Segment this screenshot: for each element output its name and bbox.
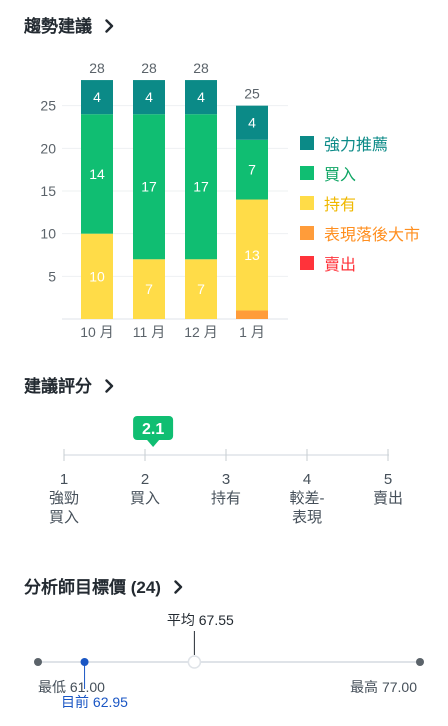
rating-label: 買入 — [48, 509, 79, 526]
bar-segment — [236, 139, 268, 200]
rating-label: 表現 — [291, 509, 322, 526]
current-label: 目前 62.95 — [61, 694, 128, 710]
chevron-right-icon — [174, 579, 183, 599]
legend-swatch — [300, 166, 314, 180]
y-tick-label: 10 — [40, 226, 56, 242]
bar-value-label: 7 — [197, 281, 205, 297]
current-marker — [80, 658, 89, 666]
bar-segment — [133, 114, 165, 260]
bar-total-label: 28 — [141, 60, 157, 76]
rating-num: 3 — [221, 471, 231, 488]
bar-value-label: 7 — [145, 281, 153, 297]
bar-total-label: 28 — [193, 60, 209, 76]
bar-segment — [81, 80, 113, 115]
bar-value-label: 4 — [248, 115, 256, 131]
rating-value: 2.1 — [142, 421, 164, 438]
rating-scale-item: 2 買入 — [110, 470, 180, 508]
price-target-track — [34, 631, 424, 689]
chevron-right-icon — [105, 378, 114, 398]
chevron-right-icon — [105, 18, 114, 38]
rating-scale-item: 4 較差- 表現 — [272, 470, 342, 527]
rating-num: 2 — [140, 471, 150, 488]
rating-scale-item: 1 強勁 買入 — [29, 470, 99, 527]
trend-legend: 強力推薦 買入 持有 表現落後大市 賣出 — [300, 128, 420, 278]
price-target-title-text: 分析師目標價 (24) — [24, 578, 161, 597]
legend-label: 賣出 — [324, 257, 357, 274]
legend-swatch — [300, 196, 314, 210]
bar-segment — [236, 105, 268, 140]
y-tick-label: 25 — [40, 98, 56, 114]
average-marker — [187, 655, 202, 669]
legend-item: 強力推薦 — [300, 128, 420, 158]
price-target-section-title[interactable]: 分析師目標價 (24) — [24, 573, 183, 599]
bar-value-label: 13 — [244, 247, 260, 263]
price-target-range: 平均 67.55 最低 61.00 最高 77.00 目前 62.95 — [0, 600, 448, 720]
x-tick-label: 1 月 — [239, 324, 265, 340]
rating-label: 買入 — [129, 490, 160, 507]
legend-item: 持有 — [300, 188, 420, 218]
high-marker — [416, 658, 424, 666]
bar-value-label: 4 — [93, 89, 101, 105]
y-tick-label: 5 — [48, 268, 56, 284]
rating-scale: 2.1 1 強勁 買入 2 買入 3 持有 4 較差- 表現 5 賣出 — [0, 412, 448, 532]
bar-segment — [185, 114, 217, 260]
high-label: 最高 77.00 — [350, 679, 417, 695]
bar-segment — [81, 114, 113, 234]
x-tick-label: 10 月 — [80, 324, 113, 340]
legend-swatch — [300, 256, 314, 270]
bar-segment — [185, 259, 217, 319]
bar-segment — [81, 233, 113, 319]
legend-item: 買入 — [300, 158, 420, 188]
bar-segment — [133, 259, 165, 319]
bar-value-label: 7 — [248, 162, 256, 178]
legend-item: 表現落後大市 — [300, 218, 420, 248]
bar-total-label: 25 — [244, 86, 260, 102]
bar-value-label: 17 — [141, 179, 157, 195]
rating-badge: 2.1 — [133, 416, 174, 447]
rating-track: 2.1 — [63, 416, 389, 461]
rating-label: 強勁 — [48, 490, 79, 507]
y-tick-label: 15 — [40, 183, 56, 199]
bar-total-label: 28 — [89, 60, 105, 76]
trend-title-text: 趨勢建議 — [24, 17, 92, 36]
legend-item: 賣出 — [300, 248, 420, 278]
rating-num: 1 — [59, 471, 69, 488]
bar-value-label: 4 — [197, 89, 205, 105]
trend-section-title[interactable]: 趨勢建議 — [24, 12, 114, 38]
trend-bar-chart: 5 10 15 20 25 10 14 4 28 10 月 7 17 4 28 11 月 7 17 4 28 12 月… — [40, 60, 288, 340]
rating-label: 較差- — [289, 490, 325, 507]
legend-swatch — [300, 226, 314, 240]
y-tick-label: 20 — [40, 140, 56, 156]
rating-num: 5 — [383, 471, 393, 488]
bar-value-label: 4 — [145, 89, 153, 105]
x-tick-label: 12 月 — [184, 324, 217, 340]
bar-value-label: 10 — [89, 268, 105, 284]
bar-segment — [185, 80, 217, 115]
rating-label: 賣出 — [372, 490, 403, 507]
bar-segment — [236, 310, 268, 319]
average-label: 平均 67.55 — [166, 612, 234, 628]
bar-segment — [133, 80, 165, 115]
rating-label: 持有 — [210, 490, 241, 507]
bar-value-label: 14 — [89, 166, 105, 182]
bar-value-label: 17 — [193, 179, 209, 195]
rating-num: 4 — [302, 471, 312, 488]
rating-scale-item: 5 賣出 — [353, 470, 423, 508]
rating-section-title[interactable]: 建議評分 — [24, 372, 114, 398]
x-tick-label: 11 月 — [133, 324, 165, 340]
legend-label: 持有 — [324, 197, 357, 214]
rating-scale-item: 3 持有 — [191, 470, 261, 508]
rating-title-text: 建議評分 — [24, 377, 92, 396]
bar-segment — [236, 199, 268, 311]
legend-swatch — [300, 136, 314, 150]
legend-label: 買入 — [324, 167, 357, 184]
low-marker — [34, 658, 42, 666]
legend-label: 強力推薦 — [324, 137, 389, 154]
legend-label: 表現落後大市 — [324, 227, 421, 244]
low-label: 最低 61.00 — [38, 679, 105, 695]
